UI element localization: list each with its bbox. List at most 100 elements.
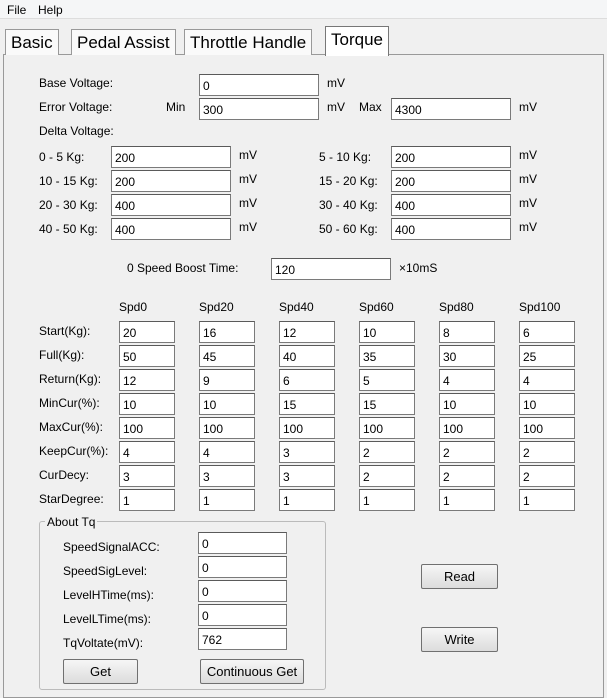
button[interactable]: Read	[421, 564, 498, 589]
field-label: 0 - 5 Kg:	[39, 150, 85, 164]
text-field[interactable]: 15	[359, 393, 415, 415]
text-field[interactable]: 6	[519, 321, 575, 343]
unit: mV	[239, 172, 257, 186]
menu-item[interactable]: Help	[38, 3, 63, 17]
text-field[interactable]: 2	[359, 441, 415, 463]
text-field[interactable]: 200	[111, 146, 231, 168]
text-field[interactable]: 3	[119, 465, 175, 487]
text-field[interactable]: 15	[279, 393, 335, 415]
text-field[interactable]: 0	[198, 580, 287, 602]
row-label: Full(Kg):	[39, 348, 85, 362]
text-field[interactable]: 1	[199, 489, 255, 511]
button[interactable]: Get	[63, 659, 138, 684]
tab[interactable]: Throttle Handle	[184, 29, 313, 55]
text-field[interactable]: 1	[119, 489, 175, 511]
text-field[interactable]: 2	[439, 441, 495, 463]
text-field[interactable]: 4300	[391, 98, 511, 120]
text-field[interactable]: 100	[279, 417, 335, 439]
text-field[interactable]: 10	[519, 393, 575, 415]
text-field[interactable]: 200	[391, 170, 511, 192]
text-field[interactable]: 300	[199, 98, 319, 120]
text-field[interactable]: 20	[119, 321, 175, 343]
text-field[interactable]: 35	[359, 345, 415, 367]
field-label: SpeedSignalACC:	[63, 540, 160, 554]
tab[interactable]: Basic	[5, 29, 59, 55]
text-field[interactable]: 4	[519, 369, 575, 391]
text-field[interactable]: 0	[198, 532, 287, 554]
text-field[interactable]: 8	[439, 321, 495, 343]
text-field[interactable]: 1	[439, 489, 495, 511]
text-field[interactable]: 3	[279, 441, 335, 463]
text-field[interactable]: 100	[199, 417, 255, 439]
text-field[interactable]: 200	[391, 146, 511, 168]
menu-bar	[0, 0, 607, 19]
row-label: Return(Kg):	[39, 372, 102, 386]
field-label: Error Voltage:	[39, 100, 113, 114]
text-field[interactable]: 0	[198, 556, 287, 578]
text-field[interactable]: 50	[119, 345, 175, 367]
text-field[interactable]: 5	[359, 369, 415, 391]
text-field[interactable]: 1	[359, 489, 415, 511]
field-label: Min	[166, 100, 186, 114]
tab[interactable]: Pedal Assist	[71, 29, 176, 55]
group-title: About Tq	[45, 515, 98, 529]
text-field[interactable]: 4	[119, 441, 175, 463]
text-field[interactable]: 40	[279, 345, 335, 367]
field-label: 0 Speed Boost Time:	[127, 261, 239, 275]
text-field[interactable]: 25	[519, 345, 575, 367]
text-field[interactable]: 16	[199, 321, 255, 343]
text-field[interactable]: 3	[279, 465, 335, 487]
text-field[interactable]: 2	[359, 465, 415, 487]
text-field[interactable]: 10	[119, 393, 175, 415]
text-field[interactable]: 100	[359, 417, 415, 439]
text-field[interactable]: 10	[199, 393, 255, 415]
text-field[interactable]: 0	[198, 604, 287, 626]
row-label: Start(Kg):	[39, 324, 91, 338]
unit: mV	[519, 100, 537, 114]
column-header: Spd60	[359, 300, 394, 314]
column-header: Spd0	[119, 300, 148, 314]
text-field[interactable]: 100	[519, 417, 575, 439]
text-field[interactable]: 4	[439, 369, 495, 391]
text-field[interactable]: 0	[199, 74, 319, 96]
section-label: Delta Voltage:	[39, 124, 114, 138]
button[interactable]: Write	[421, 627, 498, 652]
field-label: LevelLTime(ms):	[63, 612, 152, 626]
text-field[interactable]: 9	[199, 369, 255, 391]
text-field[interactable]: 120	[271, 258, 391, 280]
text-field[interactable]: 400	[111, 218, 231, 240]
text-field[interactable]: 2	[519, 441, 575, 463]
text-field[interactable]: 100	[439, 417, 495, 439]
text-field[interactable]: 10	[439, 393, 495, 415]
text-field[interactable]: 200	[111, 170, 231, 192]
text-field[interactable]: 12	[279, 321, 335, 343]
menu-item[interactable]: File	[7, 3, 27, 17]
text-field[interactable]: 30	[439, 345, 495, 367]
row-label: MinCur(%):	[39, 396, 100, 410]
text-field[interactable]: 2	[519, 465, 575, 487]
text-field[interactable]: 400	[391, 194, 511, 216]
group-box	[39, 521, 326, 690]
field-label: TqVoltate(mV):	[63, 636, 144, 650]
text-field[interactable]: 3	[199, 465, 255, 487]
text-field[interactable]: 1	[279, 489, 335, 511]
unit: mV	[519, 196, 537, 210]
text-field[interactable]: 762	[198, 628, 287, 650]
text-field[interactable]: 2	[439, 465, 495, 487]
row-label: StarDegree:	[39, 492, 104, 506]
text-field[interactable]: 400	[391, 218, 511, 240]
row-label: MaxCur(%):	[39, 420, 104, 434]
text-field[interactable]: 1	[519, 489, 575, 511]
text-field[interactable]: 400	[111, 194, 231, 216]
column-header: Spd20	[199, 300, 234, 314]
text-field[interactable]: 6	[279, 369, 335, 391]
column-header: Spd80	[439, 300, 474, 314]
text-field[interactable]: 45	[199, 345, 255, 367]
text-field[interactable]: 10	[359, 321, 415, 343]
text-field[interactable]: 12	[119, 369, 175, 391]
column-header: Spd40	[279, 300, 314, 314]
button[interactable]: Continuous Get	[200, 659, 304, 684]
text-field[interactable]: 100	[119, 417, 175, 439]
text-field[interactable]: 4	[199, 441, 255, 463]
tab[interactable]: Torque	[325, 26, 389, 56]
